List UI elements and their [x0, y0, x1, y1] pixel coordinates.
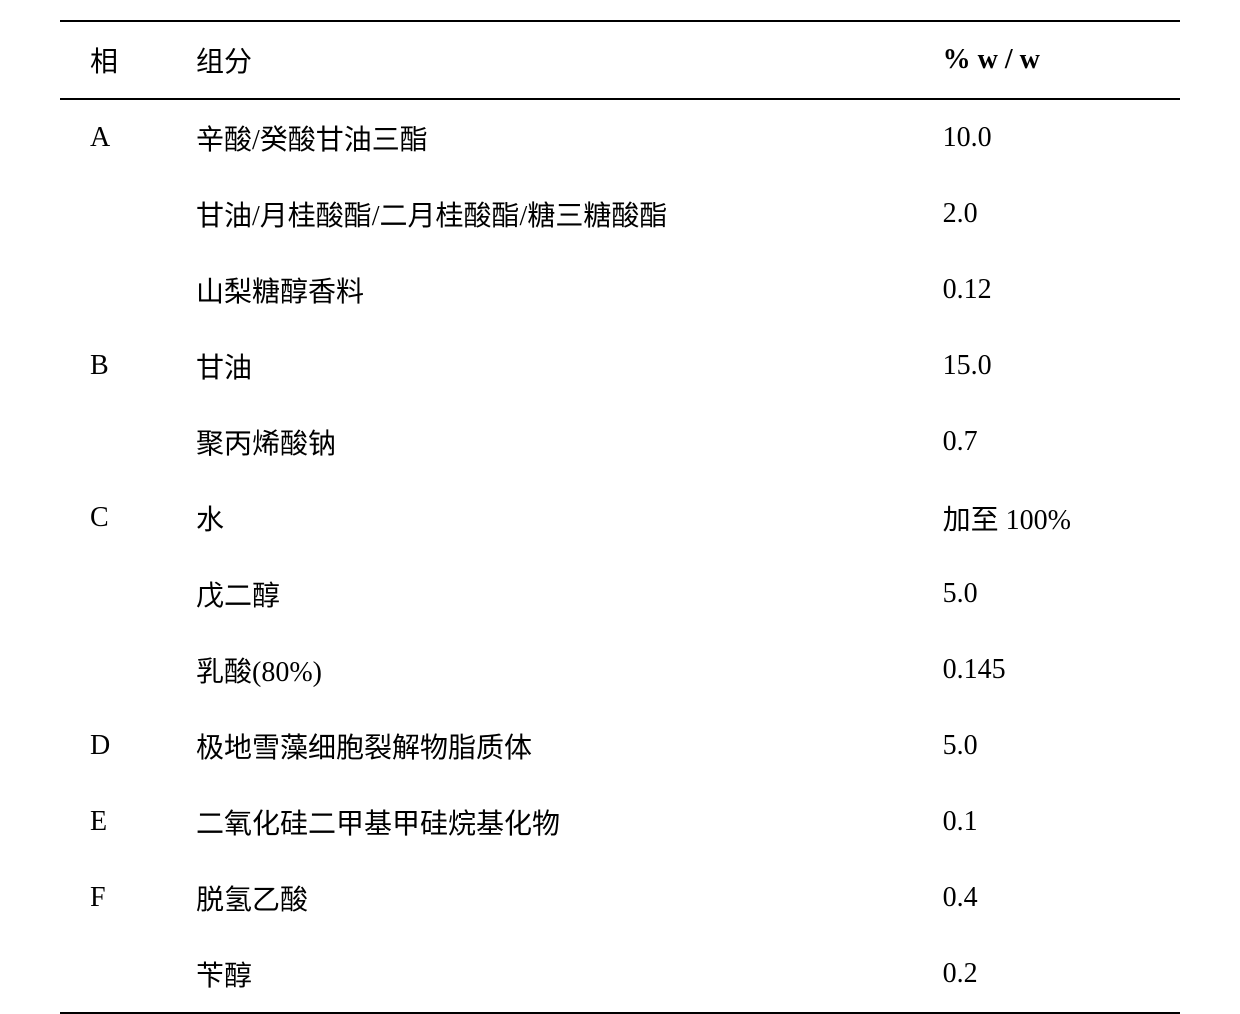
cell-pct: 0.12: [935, 252, 1180, 328]
header-pct: % w / w: [935, 21, 1180, 99]
cell-phase: A: [60, 99, 188, 176]
cell-component: 苄醇: [188, 936, 935, 1013]
table-body: A 辛酸/癸酸甘油三酯 10.0 甘油/月桂酸酯/二月桂酸酯/糖三糖酸酯 2.0…: [60, 99, 1180, 1013]
cell-phase: [60, 252, 188, 328]
cell-pct: 0.2: [935, 936, 1180, 1013]
formulation-table-container: 相 组分 % w / w A 辛酸/癸酸甘油三酯 10.0 甘油/月桂酸酯/二月…: [60, 20, 1180, 1014]
cell-pct: 15.0: [935, 328, 1180, 404]
table-row: C 水 加至 100%: [60, 480, 1180, 556]
cell-phase: F: [60, 860, 188, 936]
cell-component: 极地雪藻细胞裂解物脂质体: [188, 708, 935, 784]
cell-component: 脱氢乙酸: [188, 860, 935, 936]
header-row: 相 组分 % w / w: [60, 21, 1180, 99]
cell-pct: 5.0: [935, 708, 1180, 784]
cell-phase: [60, 176, 188, 252]
cell-pct: 0.1: [935, 784, 1180, 860]
table-row: 苄醇 0.2: [60, 936, 1180, 1013]
cell-component: 甘油: [188, 328, 935, 404]
header-component: 组分: [188, 21, 935, 99]
cell-component: 甘油/月桂酸酯/二月桂酸酯/糖三糖酸酯: [188, 176, 935, 252]
formulation-table: 相 组分 % w / w A 辛酸/癸酸甘油三酯 10.0 甘油/月桂酸酯/二月…: [60, 20, 1180, 1014]
table-row: B 甘油 15.0: [60, 328, 1180, 404]
header-phase: 相: [60, 21, 188, 99]
cell-component: 山梨糖醇香料: [188, 252, 935, 328]
table-row: 聚丙烯酸钠 0.7: [60, 404, 1180, 480]
cell-pct: 10.0: [935, 99, 1180, 176]
cell-pct: 加至 100%: [935, 480, 1180, 556]
table-row: 乳酸(80%) 0.145: [60, 632, 1180, 708]
table-row: F 脱氢乙酸 0.4: [60, 860, 1180, 936]
cell-pct: 5.0: [935, 556, 1180, 632]
cell-component: 水: [188, 480, 935, 556]
cell-component: 乳酸(80%): [188, 632, 935, 708]
cell-pct: 0.7: [935, 404, 1180, 480]
table-row: E 二氧化硅二甲基甲硅烷基化物 0.1: [60, 784, 1180, 860]
cell-phase: [60, 936, 188, 1013]
cell-phase: [60, 556, 188, 632]
cell-pct: 0.145: [935, 632, 1180, 708]
cell-phase: B: [60, 328, 188, 404]
cell-component: 二氧化硅二甲基甲硅烷基化物: [188, 784, 935, 860]
cell-phase: C: [60, 480, 188, 556]
table-header: 相 组分 % w / w: [60, 21, 1180, 99]
table-row: 山梨糖醇香料 0.12: [60, 252, 1180, 328]
cell-pct: 2.0: [935, 176, 1180, 252]
cell-pct: 0.4: [935, 860, 1180, 936]
cell-component: 辛酸/癸酸甘油三酯: [188, 99, 935, 176]
cell-component: 聚丙烯酸钠: [188, 404, 935, 480]
table-row: 甘油/月桂酸酯/二月桂酸酯/糖三糖酸酯 2.0: [60, 176, 1180, 252]
table-row: 戊二醇 5.0: [60, 556, 1180, 632]
cell-phase: [60, 632, 188, 708]
table-row: D 极地雪藻细胞裂解物脂质体 5.0: [60, 708, 1180, 784]
cell-component: 戊二醇: [188, 556, 935, 632]
table-row: A 辛酸/癸酸甘油三酯 10.0: [60, 99, 1180, 176]
cell-phase: E: [60, 784, 188, 860]
cell-phase: [60, 404, 188, 480]
cell-phase: D: [60, 708, 188, 784]
